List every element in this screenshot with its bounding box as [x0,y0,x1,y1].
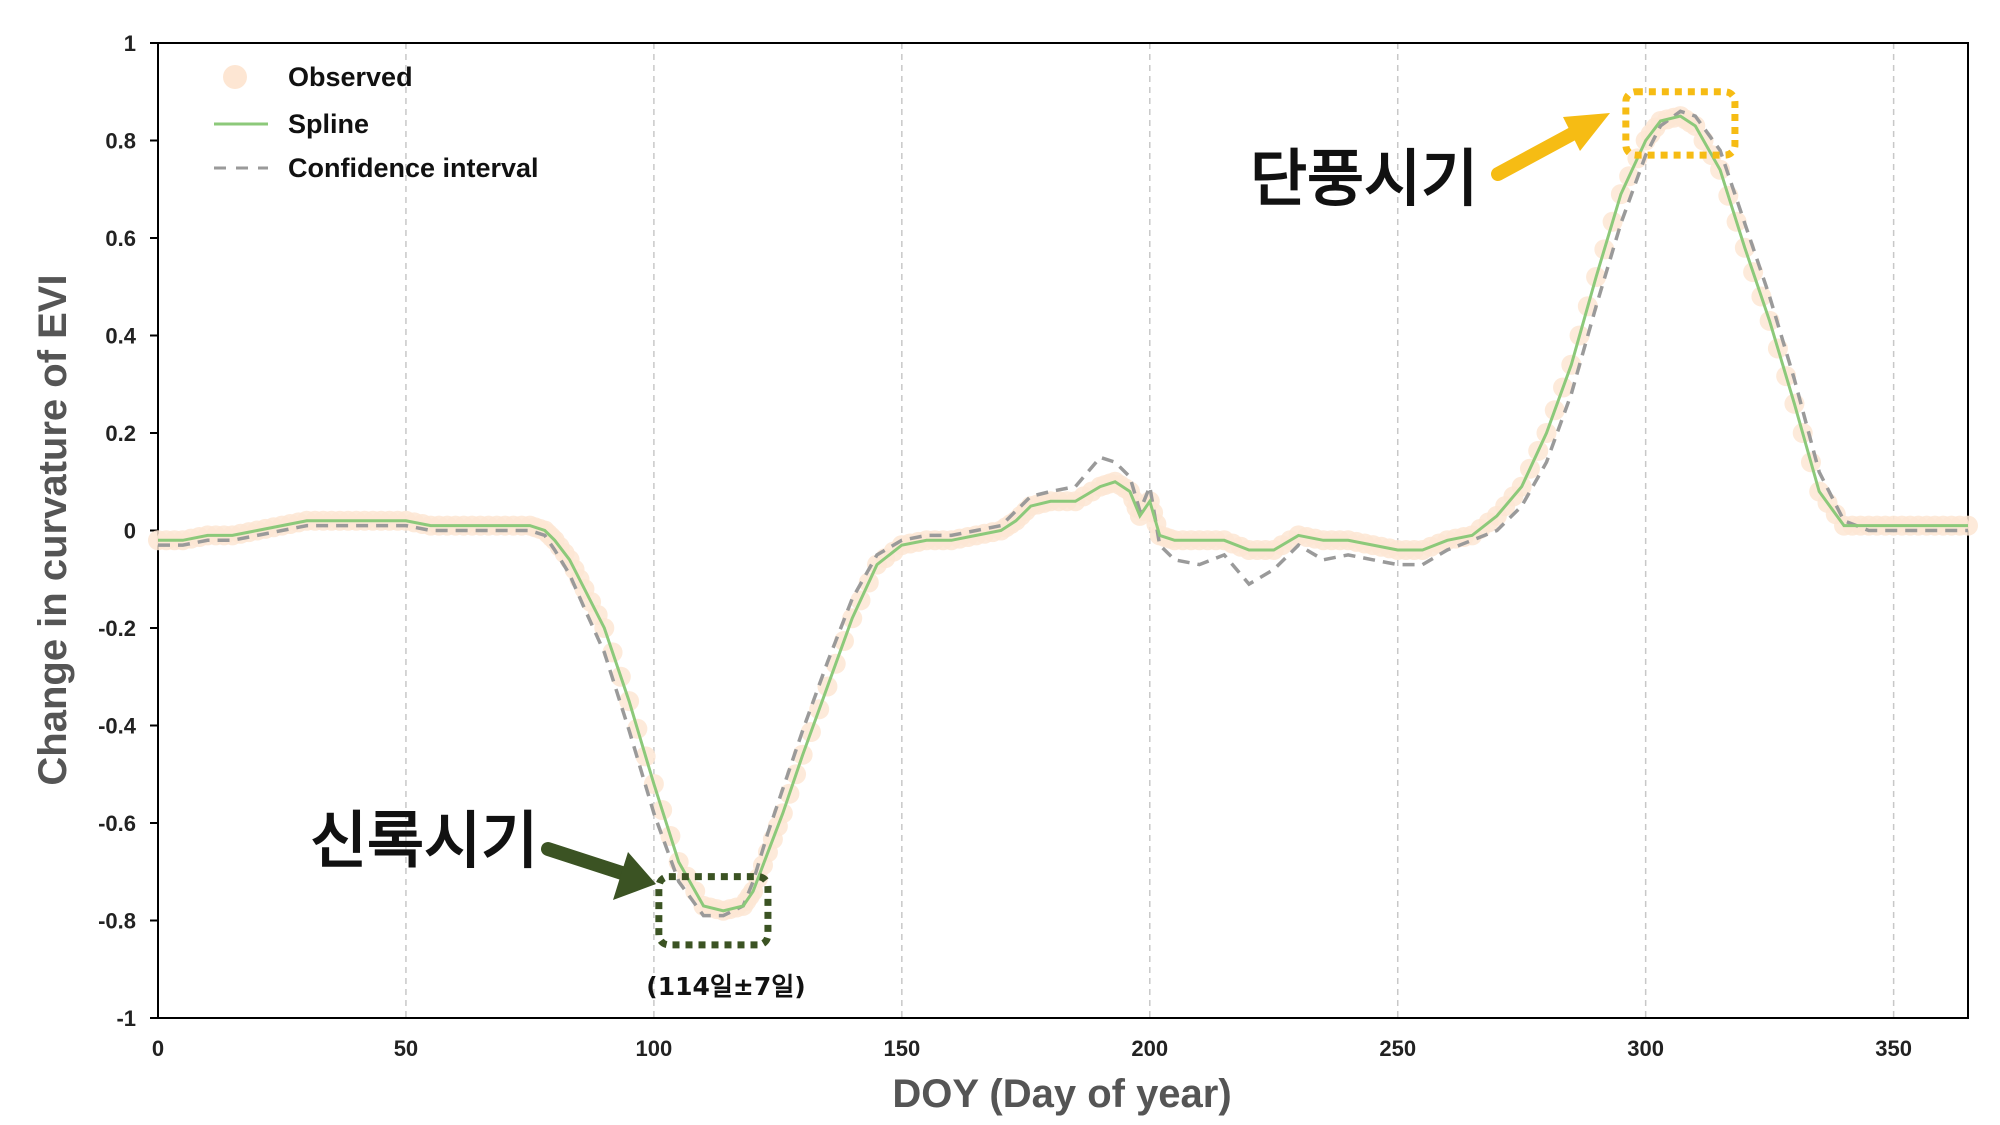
legend-ci-label: Confidence interval [288,153,539,183]
x-tick-label: 150 [883,1036,920,1061]
x-tick-label: 250 [1379,1036,1416,1061]
y-tick-label: 0.2 [105,421,136,446]
x-tick-label: 100 [636,1036,673,1061]
y-tick-label: -0.4 [98,714,137,739]
x-tick-label: 300 [1627,1036,1664,1061]
y-tick-label: -0.6 [98,811,136,836]
x-tick-label: 0 [152,1036,164,1061]
autumn-arrow-head [1563,113,1610,151]
legend-observed-marker [223,65,247,89]
spline-line [158,114,1968,913]
confidence-interval-line [158,109,1968,918]
green-up-arrow-head [613,852,656,900]
autumn-arrow-shaft [1491,127,1579,181]
x-tick-label: 200 [1131,1036,1168,1061]
x-axis-ticks: 0 50 100 150 200 250 300 350 [152,1036,1912,1061]
legend-observed-label: Observed [288,62,413,92]
annotations: 신록시기 (114일±7일) 단풍시기 [310,88,1739,1001]
legend: Observed Spline Confidence interval [214,62,539,183]
x-tick-label: 50 [394,1036,418,1061]
y-axis-ticks: 1 0.8 0.6 0.4 0.2 0 -0.2 -0.4 -0.6 -0.8 -1 [98,31,158,1031]
y-tick-label: 0 [124,519,136,544]
x-tick-label: 350 [1875,1036,1912,1061]
y-tick-label: 0.6 [105,226,136,251]
y-tick-label: -0.8 [98,909,136,934]
legend-spline-label: Spline [288,109,369,139]
series-layer [148,106,1978,921]
autumn-highlight-box [1622,88,1739,159]
y-tick-label: 1 [124,31,136,56]
y-tick-label: 0.4 [105,324,136,349]
x-axis-title: DOY (Day of year) [892,1072,1231,1116]
y-tick-label: -1 [116,1006,136,1031]
autumn-label: 단풍시기 [1250,142,1478,215]
green-up-arrow-shaft [541,842,632,881]
observed-points [148,106,1978,921]
y-tick-label: -0.2 [98,616,136,641]
green-up-label: 신록시기 [310,804,538,877]
green-up-highlight-box [655,873,772,949]
y-tick-label: 0.8 [105,129,136,154]
green-up-range-label: (114일±7일) [646,972,805,1001]
y-axis-title: Change in curvature of EVI [31,274,75,785]
